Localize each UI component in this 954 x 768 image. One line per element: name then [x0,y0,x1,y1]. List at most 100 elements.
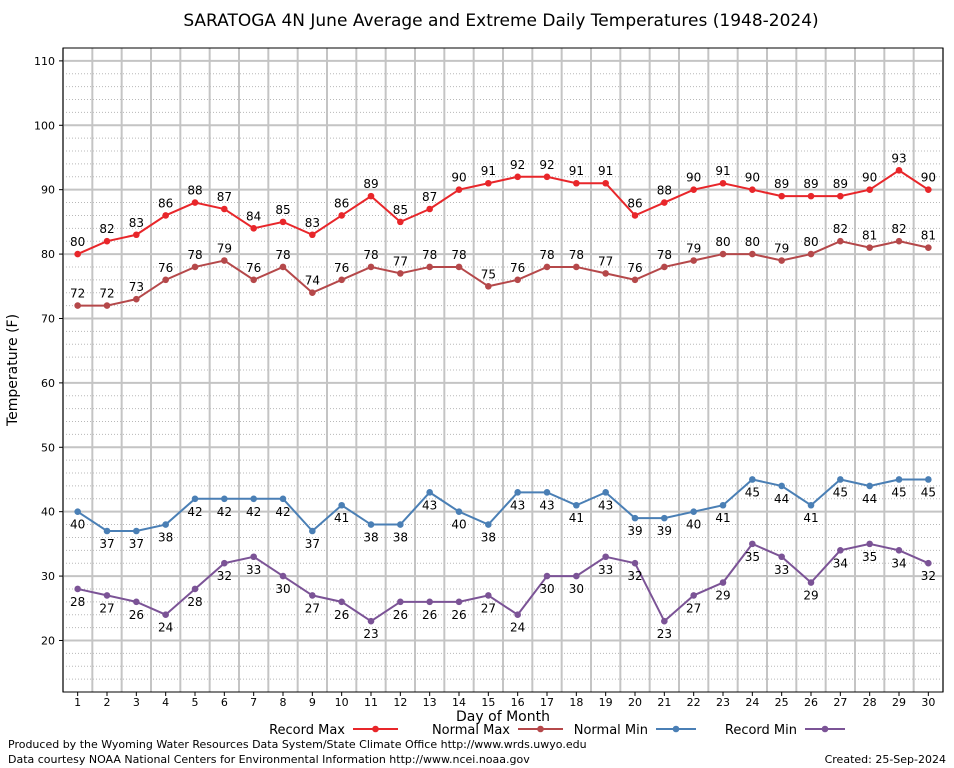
data-label: 74 [305,274,320,288]
data-point [514,276,521,284]
data-point [514,173,521,181]
x-tick-label: 16 [511,696,525,709]
legend-marker [372,725,379,733]
data-point [719,579,727,586]
x-tick-label: 2 [104,696,111,709]
y-tick-label: 20 [41,634,55,647]
data-label: 26 [393,608,408,622]
y-axis-label: Temperature (F) [5,314,21,427]
plot-frame [62,47,944,693]
data-point [514,611,521,619]
data-label: 91 [569,164,584,178]
data-label: 26 [129,608,144,622]
data-label: 44 [774,492,789,506]
data-label: 80 [745,235,760,249]
y-tick-label: 40 [41,506,55,519]
footer-data-courtesy: Data courtesy NOAA National Centers for … [8,753,530,766]
data-point [133,295,140,303]
data-label: 35 [862,550,877,564]
x-tick-label: 25 [775,696,789,709]
data-label: 45 [891,485,906,499]
data-point [895,237,903,245]
data-point [807,501,815,509]
data-point [367,192,375,200]
data-label: 43 [598,498,613,512]
data-label: 24 [510,621,525,635]
legend-marker [672,725,680,733]
data-label: 81 [921,229,936,243]
data-label: 30 [539,582,554,596]
data-label: 93 [891,151,906,165]
series-group: 40 37 37 38 42 42 42 42 37 41 38 38 43 40 38 43 43 41 43 39… [70,476,936,551]
data-label: 29 [803,589,818,603]
legend-label: Record Max [269,723,345,738]
data-point [74,250,81,258]
data-point [426,489,433,496]
data-point [133,231,140,239]
data-label: 78 [363,248,378,262]
series-line [77,478,929,533]
data-label: 32 [627,569,642,583]
data-point [133,598,140,606]
data-label: 76 [510,261,525,275]
series-line [77,542,929,623]
data-point [279,572,287,580]
data-point [191,585,199,593]
data-point [866,482,873,490]
data-label: 88 [187,184,202,198]
chart-grid [62,47,944,693]
data-point [397,598,404,606]
data-point [103,592,111,599]
data-label: 91 [715,164,730,178]
x-tick-label: 8 [280,696,287,709]
data-point [279,218,287,226]
legend-marker [821,725,829,733]
data-point [837,192,844,200]
data-label: 30 [275,582,290,596]
data-label: 82 [99,222,114,236]
data-point [573,572,580,580]
series-group: 72 72 73 76 78 79 76 78 74 76 78 77 78 78 75 76 78 78 77 76… [70,222,936,309]
data-point [74,508,81,515]
data-point [338,276,345,284]
data-point [661,617,668,625]
x-tick-label: 21 [657,696,671,709]
data-point [162,521,169,528]
data-label: 77 [393,254,408,268]
data-point [573,263,580,271]
data-label: 28 [187,595,202,609]
data-point [133,527,140,535]
data-point [455,598,463,606]
data-point [778,257,785,264]
data-label: 79 [774,242,789,256]
data-label: 32 [921,569,936,583]
legend-label: Normal Min [574,723,648,738]
data-label: 28 [70,595,85,609]
data-point [925,476,932,483]
legend-label: Normal Max [432,723,510,738]
x-tick-label: 26 [804,696,818,709]
data-point [719,179,727,187]
data-point [602,179,609,187]
data-label: 42 [246,505,261,519]
data-point [309,231,316,239]
data-label: 83 [129,216,144,230]
x-tick-label: 28 [863,696,877,709]
data-label: 76 [158,261,173,275]
data-label: 91 [481,164,496,178]
y-tick-label: 50 [41,441,55,454]
data-point [74,302,81,309]
data-point [514,489,521,496]
data-point [74,585,81,593]
data-point [690,257,697,264]
data-label: 83 [305,216,320,230]
data-label: 37 [129,537,144,551]
data-point [103,527,111,535]
data-point [778,192,785,200]
data-point [631,276,639,284]
data-point [455,186,463,193]
data-label: 82 [891,222,906,236]
y-tick-label: 80 [41,248,55,261]
data-label: 89 [774,177,789,191]
